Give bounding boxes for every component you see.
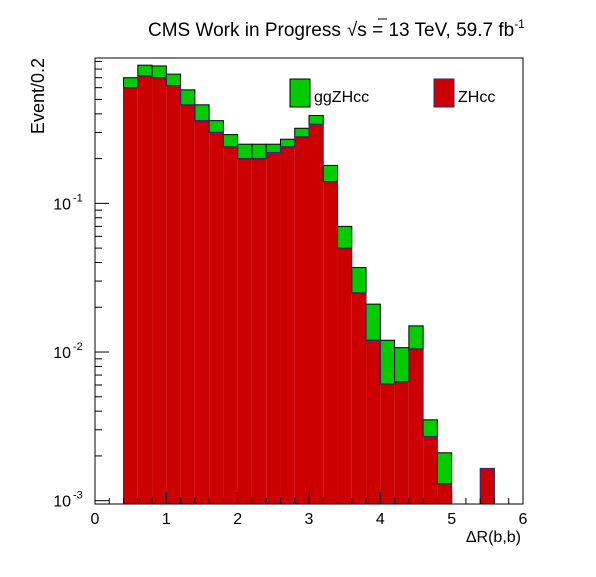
legend-swatch-ggzhcc [289, 78, 311, 108]
bar-ggzhcc [337, 225, 353, 249]
bar-ggzhcc [165, 73, 182, 87]
bar-ggzhcc [422, 419, 438, 438]
bar-zhcc [223, 146, 238, 504]
x-tick-label: 0 [91, 511, 100, 528]
y-tick-label: 10 [53, 345, 71, 362]
chart-title: CMS Work in Progress √s = 13 TeV, 59.7 fb… [148, 17, 525, 41]
bar-ggzhcc [408, 325, 424, 350]
zhcc-outline [123, 75, 495, 504]
x-tick-label: 6 [519, 511, 528, 528]
bar-ggzhcc [365, 303, 381, 341]
bar-zhcc [323, 181, 338, 504]
bar-zhcc [408, 348, 424, 504]
bar-zhcc [394, 381, 409, 504]
bar-ggzhcc [322, 164, 339, 183]
bar-ggzhcc [279, 138, 296, 148]
y-axis-ticks: 10-310-210-1 [53, 60, 109, 511]
bar-zhcc [380, 383, 395, 504]
bar-zhcc [194, 120, 210, 504]
bar-zhcc [251, 158, 267, 504]
legend-swatch-zhcc [433, 78, 455, 108]
bar-ggzhcc [351, 267, 367, 294]
bar-ggzhcc [208, 120, 224, 133]
bar-ggzhcc [294, 127, 310, 138]
x-axis-label: ΔR(b,b) [466, 529, 521, 546]
bar-zhcc [480, 468, 495, 504]
x-axis-ticks: 0 1 2 3 4 5 6 [91, 492, 528, 528]
x-tick-label: 3 [305, 511, 314, 528]
bar-ggzhcc [379, 339, 396, 385]
bar-zhcc [337, 248, 352, 504]
bar-zhcc [366, 340, 381, 504]
bar-zhcc [180, 104, 195, 504]
bar-zhcc [280, 146, 295, 504]
y-tick-exponent: -3 [73, 490, 83, 502]
legend-label-ggzhcc: ggZHcc [314, 89, 369, 106]
bar-ggzhcc [151, 65, 167, 79]
bar-ggzhcc [237, 143, 253, 160]
bar-zhcc [166, 85, 181, 505]
legend-label-zhcc: ZHcc [458, 89, 495, 106]
bar-ggzhcc [137, 64, 153, 77]
y-tick-exponent: -1 [73, 192, 83, 204]
bar-ggzhcc [308, 114, 324, 125]
bar-ggzhcc [222, 134, 239, 148]
bar-ggzhcc [194, 104, 210, 122]
x-tick-label: 2 [233, 511, 242, 528]
y-axis-label: Event/0.2 [28, 58, 48, 134]
bar-zhcc [351, 292, 367, 504]
y-tick-label: 10 [53, 196, 71, 213]
bar-zhcc [294, 136, 309, 504]
bar-ggzhcc [436, 452, 453, 485]
bar-zhcc [209, 132, 224, 504]
bar-zhcc [137, 75, 153, 505]
histogram-bars [123, 64, 495, 505]
x-tick-label: 5 [447, 511, 456, 528]
bar-zhcc [437, 483, 452, 504]
bar-zhcc [423, 436, 438, 504]
bar-zhcc [266, 152, 281, 505]
bar-zhcc [123, 87, 138, 505]
x-tick-label: 4 [376, 511, 385, 528]
bar-ggzhcc [265, 143, 281, 153]
x-tick-label: 1 [162, 511, 171, 528]
bar-zhcc [152, 77, 167, 504]
bar-zhcc [237, 158, 252, 504]
bar-ggzhcc [251, 143, 267, 160]
bar-zhcc [309, 124, 324, 505]
bar-ggzhcc [180, 89, 196, 106]
y-tick-label: 10 [53, 494, 71, 511]
bar-ggzhcc [394, 347, 410, 383]
bar-ggzhcc [123, 77, 139, 89]
y-tick-exponent: -2 [73, 341, 83, 353]
